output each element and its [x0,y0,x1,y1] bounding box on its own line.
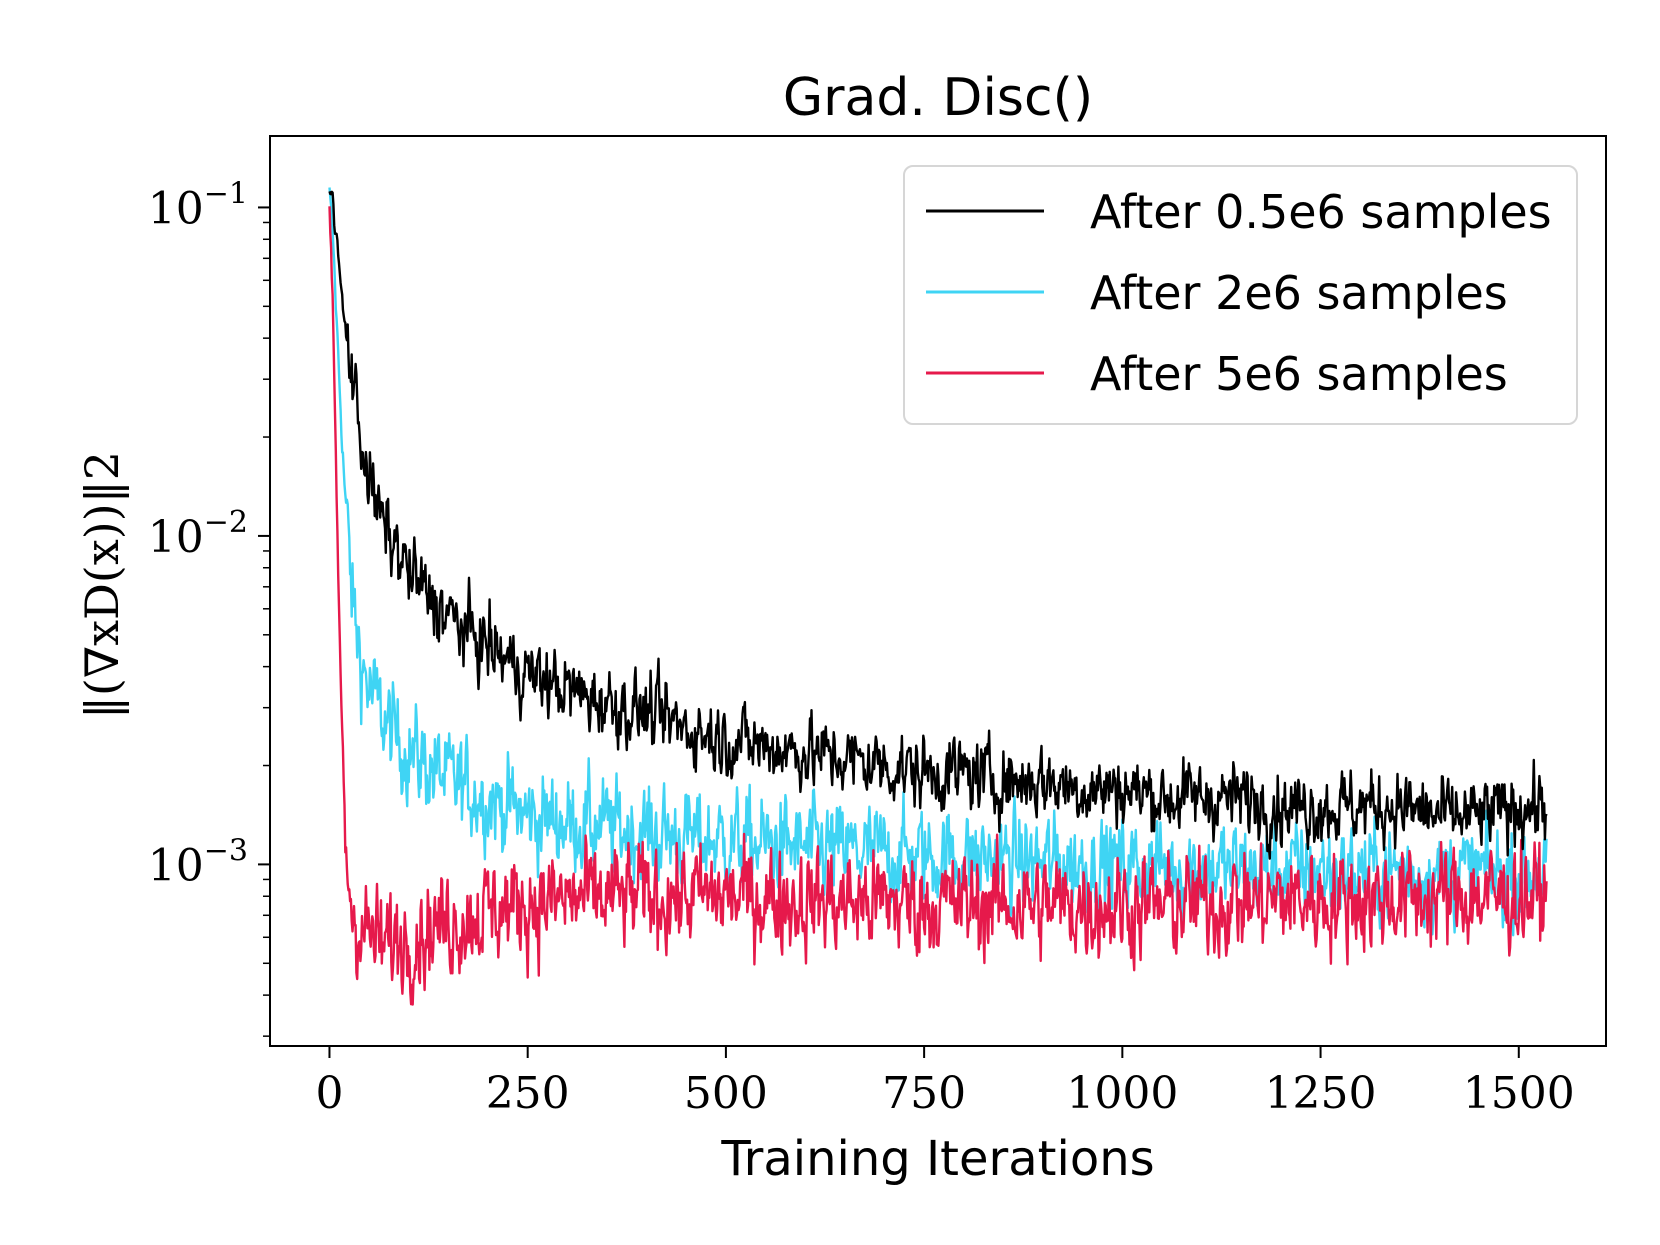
series-line-black [328,190,1548,860]
x-tick-label: 0 [315,1068,343,1119]
x-axis-label: Training Iterations [720,1131,1154,1187]
series-group [328,187,1548,1006]
x-tick-label: 1250 [1265,1068,1377,1119]
legend-box [903,165,1578,425]
y-tick-label: 10−2 [148,505,248,563]
y-axis-label: ‖(∇xD(x))‖2 [75,451,129,719]
x-tick-label: 250 [486,1068,570,1119]
y-tick-label: 10−1 [148,176,248,234]
y-tick-label: 10−3 [148,833,248,891]
x-tick-label: 1000 [1066,1068,1178,1119]
axes-group: 0 250 500 750 1000 1250 1500 10−1 10−2 10−3 [148,176,1575,1119]
legend-label-red: After 5e6 samples [1090,347,1508,401]
x-tick-label: 750 [882,1068,966,1119]
chart-title: Grad. Disc() [783,68,1093,128]
legend-label-black: After 0.5e6 samples [1090,185,1552,239]
series-line-cyan [328,187,1548,937]
series-line-red [328,206,1548,1006]
x-tick-label: 1500 [1463,1068,1575,1119]
plot-frame [269,135,1607,1047]
x-tick-label: 500 [684,1068,768,1119]
legend: After 0.5e6 samples After 2e6 samples Af… [903,165,1578,425]
legend-label-cyan: After 2e6 samples [1090,266,1508,320]
